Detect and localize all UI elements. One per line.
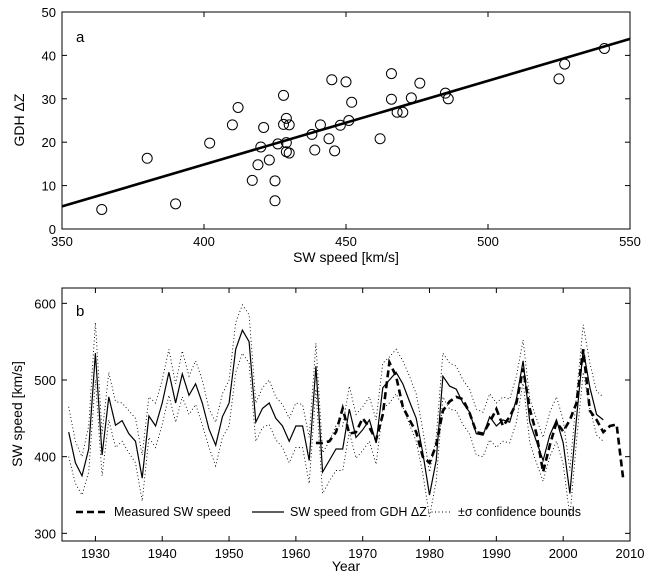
scatter-point [258,121,270,133]
x-tick-label: 500 [477,234,499,249]
scatter-point [96,203,108,215]
scatter-point [559,58,571,70]
panel-a-axes-frame [61,11,631,230]
y-tick-label: 10 [42,179,56,194]
scatter-point [246,174,258,186]
y-tick-label: 40 [42,48,56,63]
legend-label-bounds: ±σ confidence bounds [458,505,581,519]
scatter-point [280,112,292,124]
panel-a-marks [61,37,631,215]
scatter-point [252,159,264,171]
scatter-point [323,133,335,145]
scatter-point [346,96,358,108]
x-tick-label: 550 [619,234,641,249]
scatter-point [340,76,352,88]
series-confidence-lower [68,352,604,517]
scatter-point [314,119,326,131]
scatter-point [255,141,267,153]
scatter-point [414,77,426,89]
x-tick-label: 1940 [148,546,177,561]
scatter-point [405,92,417,104]
scatter-point [385,68,397,80]
panel-b-marks [68,303,625,517]
x-tick-label: 1950 [215,546,244,561]
scatter-point [226,119,238,131]
scatter-point [204,137,216,149]
scatter-point [391,106,403,118]
scatter-point [272,138,284,150]
scatter-point [385,93,397,105]
scatter-point [263,154,275,166]
scatter-point [278,118,290,130]
scatter-point [442,93,454,105]
panel-a-x-axis-label: SW speed [km/s] [293,249,399,265]
scatter-point [306,128,318,140]
scatter-point [309,144,321,156]
y-tick-label: 500 [34,373,56,388]
y-tick-label: 50 [42,5,56,20]
scatter-point [397,106,409,118]
panel-a-y-axis-label: GDH ΔZ [11,93,27,146]
y-tick-label: 30 [42,92,56,107]
scatter-point [269,195,281,207]
series-gdh-speed [68,328,604,496]
regression-fit-line [61,37,631,208]
x-tick-label: 1980 [415,546,444,561]
series-confidence-upper [68,303,604,473]
x-tick-label: 1960 [281,546,310,561]
legend-label-measured: Measured SW speed [114,505,231,519]
scatter-point [329,145,341,157]
panel-a-ticks: 350 400 450 500 550 0 10 20 30 40 50 [42,5,641,249]
x-tick-label: 2000 [549,546,578,561]
x-tick-label: 1990 [482,546,511,561]
x-tick-label: 350 [51,234,73,249]
scatter-point [553,73,565,85]
y-tick-label: 20 [42,135,56,150]
scatter-point [232,101,244,113]
x-tick-label: 450 [335,234,357,249]
x-tick-label: 1970 [348,546,377,561]
scatter-point [326,74,338,86]
y-tick-label: 300 [34,526,56,541]
scatter-point [269,175,281,187]
scatter-point [374,133,386,145]
scatter-point [170,198,182,210]
panel-b-axes-frame [61,287,631,542]
y-tick-label: 600 [34,296,56,311]
legend-label-gdh: SW speed from GDH ΔZ [290,505,427,519]
scatter-point [283,119,295,131]
panel-b-x-axis-label: Year [332,558,361,574]
panel-b-label: b [76,303,84,320]
panel-b-ticks: 1930 1940 1950 1960 1970 1980 1990 2000 2010 300 4… [34,288,644,561]
scatter-point [278,89,290,101]
series-measured-speed [315,349,625,480]
panel-b-legend: Measured SW speed SW speed from GDH ΔZ ±… [76,505,581,519]
scatter-point [141,152,153,164]
panel-a-scatter: 350 400 450 500 550 0 10 20 30 40 50 a SW speed [k… [11,5,641,265]
panel-b-timeseries: 1930 1940 1950 1960 1970 1980 1990 2000 2010 300 4… [9,287,644,574]
x-tick-label: 2010 [616,546,645,561]
scatter-point [280,137,292,149]
panel-b-y-axis-label: SW speed [km/s] [9,361,25,467]
y-tick-label: 0 [49,222,56,237]
y-tick-label: 400 [34,450,56,465]
x-tick-label: 1930 [81,546,110,561]
scatter-point [439,87,451,99]
x-tick-label: 400 [193,234,215,249]
panel-a-label: a [76,29,85,46]
scatter-point [598,42,610,54]
scatter-point [334,119,346,131]
scatter-point [283,147,295,159]
scatter-point [343,115,355,126]
